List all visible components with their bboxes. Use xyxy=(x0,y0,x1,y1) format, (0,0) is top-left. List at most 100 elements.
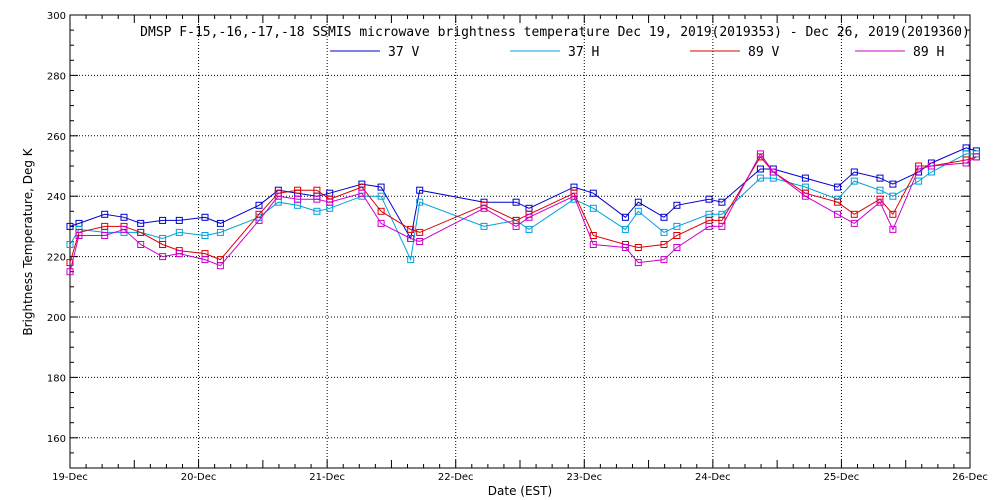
data-point-marker xyxy=(634,198,642,206)
y-tick-label: 280 xyxy=(47,71,66,82)
data-point-marker xyxy=(416,238,424,245)
data-point-marker xyxy=(621,244,629,251)
data-point-marker xyxy=(801,174,809,182)
data-point-marker xyxy=(621,225,629,233)
data-point-marker xyxy=(915,165,923,173)
data-point-marker xyxy=(512,198,520,206)
data-point-marker xyxy=(216,228,224,236)
y-tick-label: 220 xyxy=(47,253,66,264)
data-point-marker xyxy=(201,213,209,221)
data-point-marker xyxy=(416,186,424,194)
data-point-marker xyxy=(705,222,713,230)
data-point-marker xyxy=(756,165,764,173)
data-point-marker xyxy=(326,198,334,206)
data-point-marker xyxy=(175,250,183,258)
data-point-marker xyxy=(915,177,923,185)
series-layer xyxy=(66,144,980,276)
data-point-marker xyxy=(834,198,842,206)
data-point-marker xyxy=(673,201,681,209)
data-point-marker xyxy=(137,241,145,248)
data-point-marker xyxy=(889,192,897,200)
data-point-marker xyxy=(480,204,488,212)
data-point-marker xyxy=(377,192,385,200)
plot-area-frame xyxy=(69,14,971,469)
data-point-marker xyxy=(850,177,858,185)
data-point-marker xyxy=(274,192,282,200)
data-point-marker xyxy=(313,207,321,215)
data-point-marker xyxy=(407,256,415,264)
x-tick-label: 23-Dec xyxy=(566,472,602,483)
legend: 37 V 37 H 89 V 89 H xyxy=(330,45,944,60)
data-point-marker xyxy=(660,213,668,221)
y-tick-label: 300 xyxy=(47,11,66,22)
data-point-marker xyxy=(756,174,764,182)
data-point-marker xyxy=(377,219,385,227)
data-point-marker xyxy=(570,192,578,200)
series-line xyxy=(69,147,977,240)
data-point-marker xyxy=(660,256,668,264)
data-point-marker xyxy=(589,232,597,239)
data-point-marker xyxy=(66,259,74,267)
series-line xyxy=(69,153,977,262)
data-point-marker xyxy=(769,168,777,176)
data-point-marker xyxy=(407,235,415,242)
y-axis-label: Brightness Temperature, Deg K xyxy=(21,147,35,335)
y-tick-label: 160 xyxy=(47,434,66,445)
data-point-marker xyxy=(480,222,488,230)
data-point-marker xyxy=(876,174,884,182)
data-point-marker xyxy=(634,207,642,215)
data-point-marker xyxy=(718,198,726,206)
x-tick-label: 26-Dec xyxy=(952,472,988,483)
data-point-marker xyxy=(621,213,629,221)
data-point-marker xyxy=(850,168,858,176)
data-point-marker xyxy=(705,195,713,203)
data-point-marker xyxy=(889,210,897,218)
data-point-marker xyxy=(120,213,128,221)
grid-lines xyxy=(70,15,970,468)
series-line xyxy=(69,152,977,272)
data-point-marker xyxy=(201,256,209,264)
data-point-marker xyxy=(834,210,842,218)
data-point-marker xyxy=(175,216,183,224)
x-tick-label: 21-Dec xyxy=(309,472,345,483)
data-point-marker xyxy=(927,162,935,170)
x-tick-label: 25-Dec xyxy=(824,472,860,483)
data-point-marker xyxy=(673,232,681,239)
data-point-marker xyxy=(216,219,224,227)
data-point-marker xyxy=(525,225,533,233)
data-point-marker xyxy=(66,241,74,248)
data-point-marker xyxy=(358,189,366,197)
data-point-marker xyxy=(377,207,385,215)
data-point-marker xyxy=(756,150,764,158)
data-point-marker xyxy=(255,216,263,224)
data-point-marker xyxy=(673,244,681,251)
data-point-marker xyxy=(313,186,321,194)
data-point-marker xyxy=(377,183,385,191)
data-point-marker xyxy=(137,219,145,227)
data-point-marker xyxy=(159,241,167,248)
x-axis-label: Date (EST) xyxy=(488,484,552,498)
data-point-marker xyxy=(101,222,109,230)
data-point-marker xyxy=(589,189,597,197)
data-point-marker xyxy=(889,180,897,188)
legend-label: 37 V xyxy=(388,45,419,60)
axis-ticks: 19-Dec 20-Dec 21-Dec 22-Dec 23-Dec 24-Dec 25-D… xyxy=(47,11,988,483)
y-tick-label: 180 xyxy=(47,373,66,384)
x-tick-label: 19-Dec xyxy=(52,472,88,483)
data-point-marker xyxy=(876,198,884,206)
data-point-marker xyxy=(634,259,642,267)
data-point-marker xyxy=(673,222,681,230)
series-line xyxy=(69,156,977,263)
data-point-marker xyxy=(255,201,263,209)
data-point-marker xyxy=(159,216,167,224)
x-tick-label: 20-Dec xyxy=(181,472,217,483)
data-point-marker xyxy=(634,244,642,251)
data-point-marker xyxy=(589,241,597,248)
data-point-marker xyxy=(159,253,167,261)
x-tick-label: 22-Dec xyxy=(438,472,474,483)
data-point-marker xyxy=(850,210,858,218)
data-point-marker xyxy=(834,183,842,191)
chart-title: DMSP F-15,-16,-17,-18 SSMIS microwave br… xyxy=(140,25,970,40)
data-point-marker xyxy=(101,210,109,218)
